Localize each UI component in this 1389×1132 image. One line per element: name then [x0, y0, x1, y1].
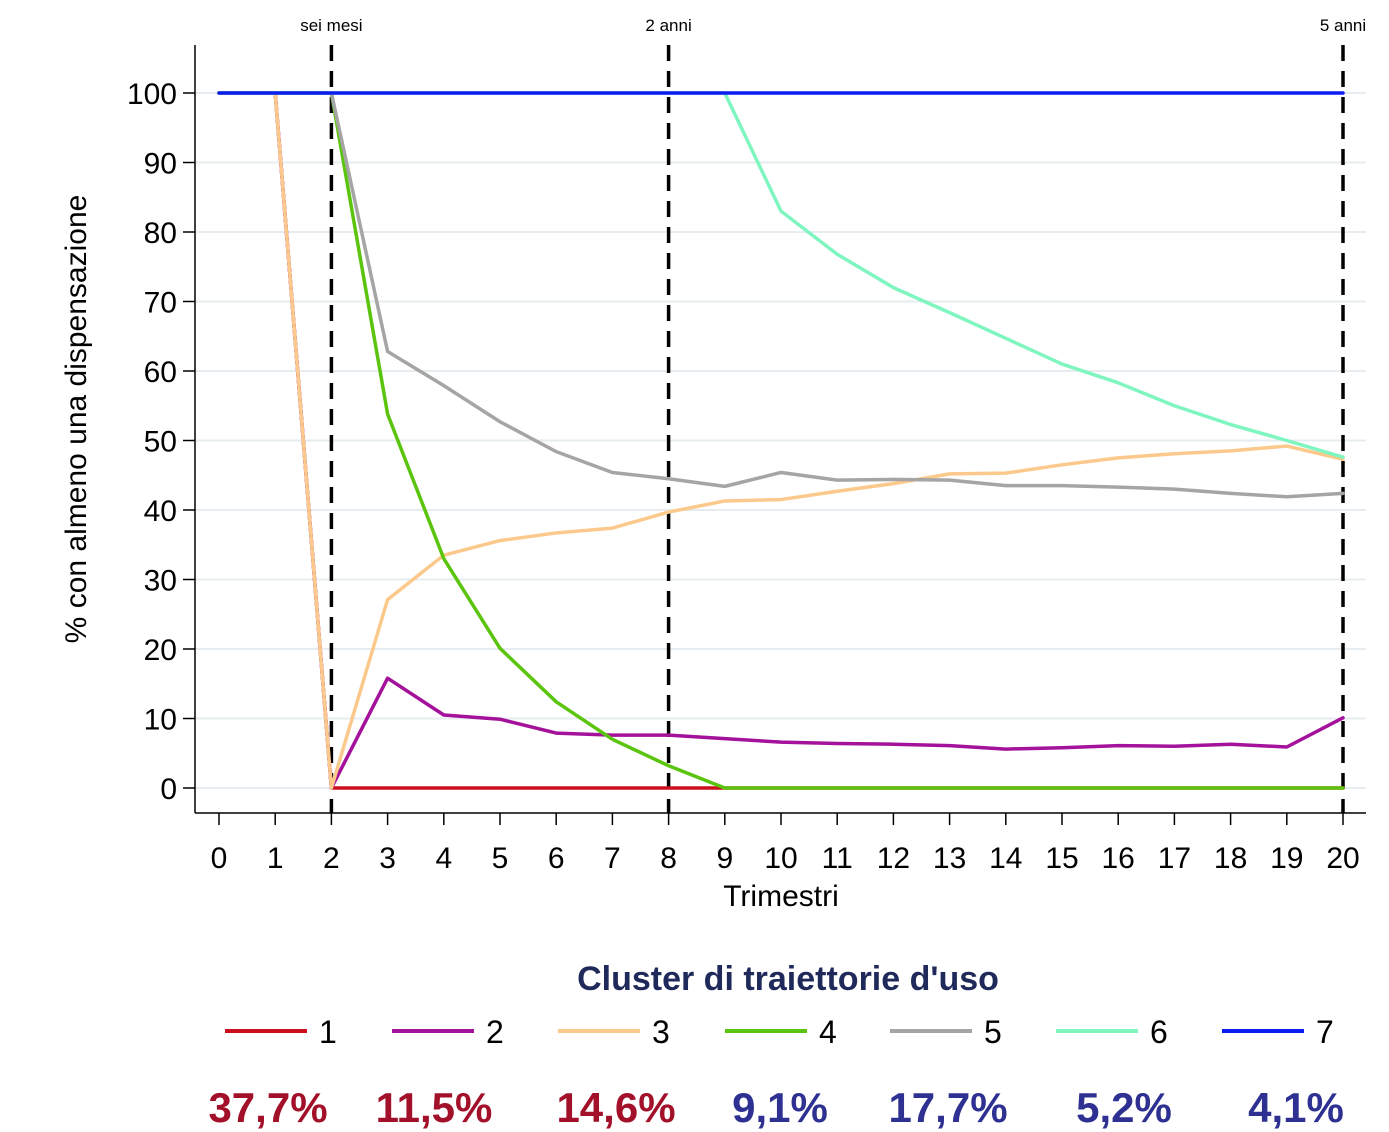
- cluster-share-2: 11,5%: [376, 1084, 493, 1131]
- x-tick-label: 2: [323, 842, 340, 875]
- series-line-5: [217, 91, 1345, 499]
- y-tick-label: 40: [144, 495, 177, 528]
- gridlines: [195, 92, 1366, 789]
- legend-label-3: 3: [652, 1014, 670, 1050]
- y-tick-label: 90: [144, 148, 177, 181]
- x-tick-label: 6: [548, 842, 565, 875]
- series-line-4: [217, 91, 1345, 790]
- x-tick-label: 9: [716, 842, 733, 875]
- cluster-share-1: 37,7%: [208, 1084, 327, 1131]
- series-line-6: [217, 91, 1345, 459]
- y-tick-label: 100: [127, 78, 177, 111]
- legend-label-5: 5: [984, 1014, 1002, 1050]
- x-tick-label: 14: [989, 842, 1022, 875]
- legend-label-4: 4: [819, 1014, 837, 1050]
- legend-label-7: 7: [1316, 1014, 1334, 1050]
- x-tick-label: 11: [822, 842, 853, 875]
- reference-lines: sei mesi 2 anni 5 anni: [300, 16, 1366, 813]
- legend: Cluster di traiettorie d'uso 1 37,7% 2 11,5…: [208, 960, 1343, 1131]
- x-tick-label: 8: [660, 842, 677, 875]
- y-tick-label: 30: [144, 565, 177, 598]
- legend-title: Cluster di traiettorie d'uso: [577, 960, 999, 998]
- cluster-share-6: 5,2%: [1076, 1084, 1172, 1131]
- y-tick-label: 70: [144, 287, 177, 320]
- reference-line-label: sei mesi: [300, 16, 362, 35]
- reference-line-label: 5 anni: [1320, 16, 1366, 35]
- x-tick-label: 10: [764, 842, 797, 875]
- x-tick-label: 4: [435, 842, 452, 875]
- x-tick-label: 16: [1102, 842, 1135, 875]
- reference-line-label: 2 anni: [645, 16, 691, 35]
- y-tick-label: 10: [144, 704, 177, 737]
- y-axis-title: % con almeno una dispensazione: [60, 195, 93, 644]
- x-tick-label: 18: [1214, 842, 1247, 875]
- y-tick-label: 0: [160, 773, 177, 806]
- x-tick-label: 20: [1326, 842, 1359, 875]
- x-tick-label: 17: [1158, 842, 1191, 875]
- x-tick-label: 15: [1045, 842, 1078, 875]
- y-tick-label: 50: [144, 426, 177, 459]
- y-tick-label: 20: [144, 634, 177, 667]
- x-tick-label: 7: [604, 842, 621, 875]
- series-line-2: [217, 91, 1345, 790]
- cluster-share-4: 9,1%: [732, 1084, 828, 1131]
- legend-label-6: 6: [1150, 1014, 1168, 1050]
- x-tick-label: 5: [492, 842, 509, 875]
- cluster-share-5: 17,7%: [888, 1084, 1007, 1131]
- y-tick-label: 60: [144, 356, 177, 389]
- x-axis-title: Trimestri: [723, 880, 839, 913]
- x-tick-label: 3: [379, 842, 396, 875]
- series-line-3: [217, 91, 1345, 790]
- x-tick-label: 12: [877, 842, 910, 875]
- x-tick-label: 1: [267, 842, 284, 875]
- y-tick-label: 80: [144, 217, 177, 250]
- x-tick-label: 13: [933, 842, 966, 875]
- x-tick-label: 19: [1270, 842, 1303, 875]
- legend-label-1: 1: [319, 1014, 337, 1050]
- x-tick-label: 0: [211, 842, 228, 875]
- legend-label-2: 2: [486, 1014, 504, 1050]
- cluster-share-3: 14,6%: [556, 1084, 675, 1131]
- cluster-share-7: 4,1%: [1248, 1084, 1344, 1131]
- data-series: [217, 91, 1345, 790]
